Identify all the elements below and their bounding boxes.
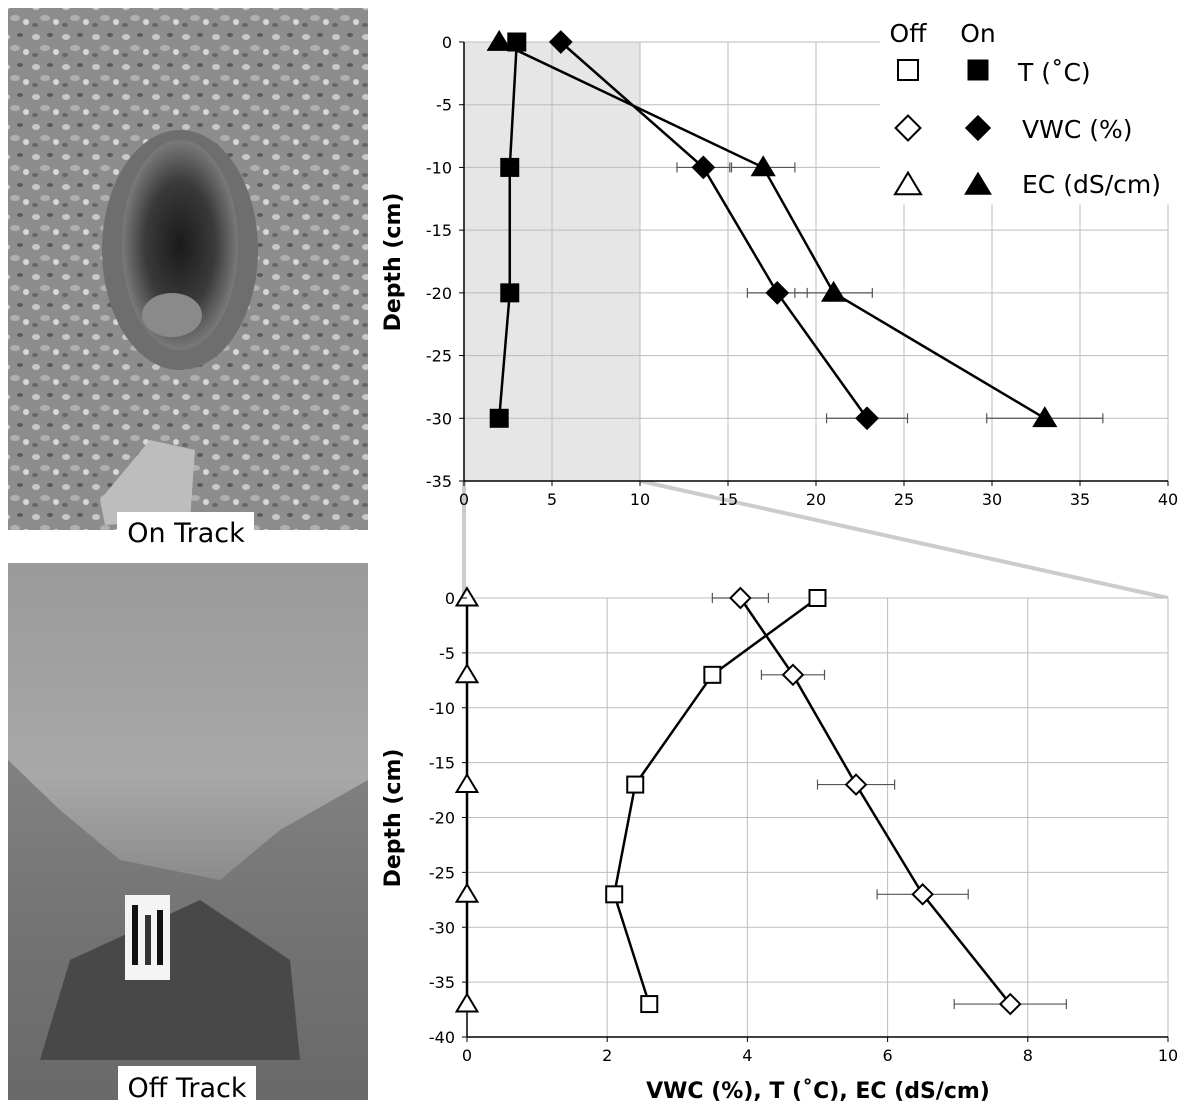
top-y-axis-label: Depth (cm) [381, 193, 406, 332]
x-tick-label: 35 [1070, 490, 1090, 509]
legend-label-vwc: VWC (%) [1022, 115, 1133, 144]
off-track-chart: 0 2 4 6 8 10 0 -5 -10 -15 -20 -25 -30 -35 -40 Depth (c… [381, 586, 1178, 1104]
bottom-x-axis-label: VWC (%), T (˚C), EC (dS/cm) [646, 1079, 990, 1104]
x-tick-label: 30 [982, 490, 1002, 509]
x-tick-label: 10 [630, 490, 650, 509]
x-tick-label: 2 [602, 1046, 612, 1065]
legend-triangle-on-icon [964, 171, 992, 195]
y-tick-label: -5 [436, 96, 452, 115]
y-tick-label: 0 [445, 589, 455, 608]
data-point-diamond [729, 586, 752, 610]
off-track-photo: Off Track [8, 563, 368, 1106]
x-tick-label: 6 [883, 1046, 893, 1065]
legend-diamond-off-icon [894, 114, 922, 142]
data-point-square [640, 995, 659, 1014]
x-tick-label: 15 [718, 490, 738, 509]
legend-square-off-icon [897, 59, 919, 81]
data-point-diamond [855, 406, 879, 431]
x-tick-label: 0 [462, 1046, 472, 1065]
off-track-label: Off Track [127, 1073, 246, 1104]
y-tick-label: -15 [429, 754, 455, 773]
data-point-square [500, 157, 520, 177]
x-tick-label: 8 [1023, 1046, 1033, 1065]
data-point-diamond [691, 155, 716, 180]
x-tick-label: 25 [894, 490, 914, 509]
data-point-square [808, 589, 827, 607]
y-tick-label: 0 [442, 33, 452, 52]
legend-header-off: Off [890, 19, 928, 48]
on-track-chart: 0 5 10 15 20 25 30 35 40 0 -5 -10 -15 -20 -25 -30 -35 De… [381, 29, 1178, 509]
legend-label-ec: EC (dS/cm) [1022, 170, 1161, 199]
data-point-square [605, 885, 624, 904]
y-tick-label: -30 [429, 918, 455, 937]
data-point-triangle [486, 29, 512, 51]
legend-triangle-off-icon [893, 170, 923, 196]
data-point-square [489, 408, 509, 428]
series-line-square [497, 41, 519, 419]
y-tick-label: -25 [426, 347, 452, 366]
y-tick-label: -40 [429, 1028, 455, 1047]
x-tick-label: 4 [742, 1046, 752, 1065]
legend-header-on: On [960, 19, 996, 48]
data-point-triangle [1032, 406, 1058, 428]
zoom-connector [462, 479, 1169, 600]
y-tick-label: -5 [439, 644, 455, 663]
data-point-triangle [750, 155, 776, 177]
legend-label-temperature: T (˚C) [1017, 58, 1091, 87]
data-point-triangle [454, 882, 480, 903]
data-point-square [626, 775, 645, 794]
y-tick-label: -30 [426, 409, 452, 428]
data-point-triangle [820, 280, 847, 302]
data-point-diamond [781, 663, 805, 687]
x-tick-label: 40 [1158, 490, 1178, 509]
data-point-square [500, 283, 520, 303]
data-point-diamond [911, 882, 934, 906]
legend-square-on-icon [967, 59, 989, 81]
y-tick-label: -25 [429, 863, 455, 882]
y-tick-label: -35 [429, 973, 455, 992]
legend: Off On T (˚C) VWC (%) EC (dS/cm) [880, 14, 1180, 204]
data-point-diamond [765, 280, 790, 305]
data-point-triangle [454, 992, 480, 1013]
x-tick-label: 5 [547, 490, 557, 509]
x-tick-label: 0 [459, 490, 469, 509]
y-tick-label: -15 [426, 221, 452, 240]
data-point-square [703, 665, 722, 684]
series-line-triangle [498, 40, 1046, 420]
data-point-triangle [454, 772, 480, 794]
legend-diamond-on-icon [964, 114, 992, 142]
y-tick-label: -35 [426, 472, 452, 491]
x-tick-label: 10 [1158, 1046, 1178, 1065]
data-point-triangle [454, 662, 480, 684]
data-point-diamond [844, 773, 868, 796]
on-track-label: On Track [127, 518, 245, 549]
data-point-diamond [548, 30, 573, 54]
data-point-triangle [454, 586, 480, 607]
y-tick-label: -10 [429, 699, 455, 718]
y-tick-label: -10 [426, 158, 452, 177]
data-point-diamond [998, 992, 1022, 1016]
x-tick-label: 20 [806, 490, 826, 509]
y-tick-label: -20 [429, 809, 455, 828]
on-track-photo: On Track [8, 8, 368, 552]
y-tick-label: -20 [426, 284, 452, 303]
bottom-y-axis-label: Depth (cm) [381, 749, 406, 888]
